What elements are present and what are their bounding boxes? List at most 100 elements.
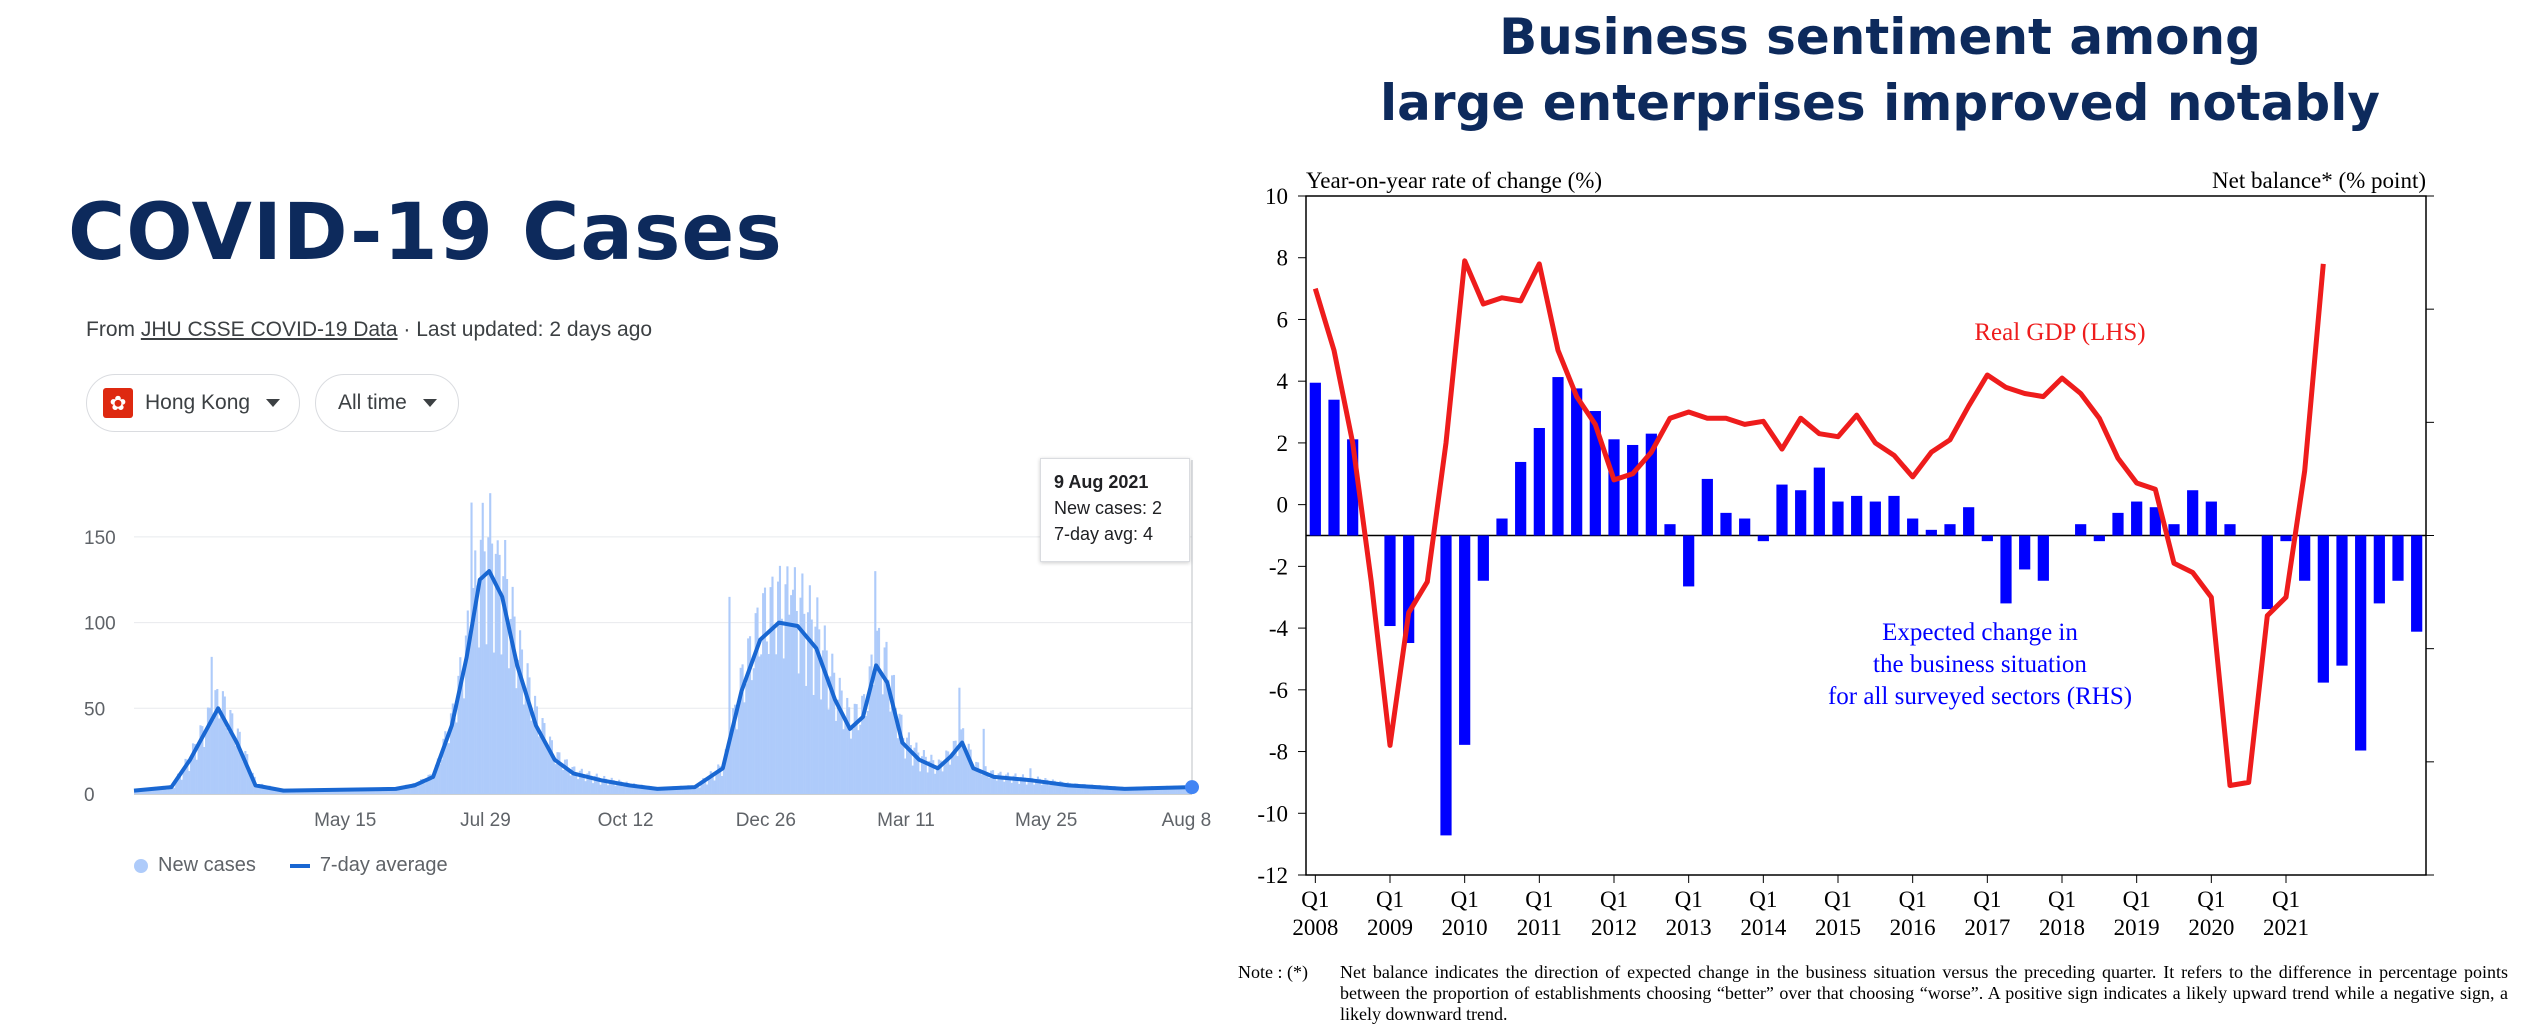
new-cases-bar	[606, 785, 610, 794]
new-cases-bar	[1130, 787, 1133, 794]
new-cases-bar	[188, 770, 191, 794]
sentiment-bar	[1571, 388, 1583, 536]
new-cases-bar	[438, 764, 441, 794]
new-cases-bar	[391, 788, 395, 794]
new-cases-bar	[582, 774, 585, 794]
new-cases-bar	[750, 680, 753, 794]
new-cases-bar	[1180, 785, 1183, 794]
new-cases-bar	[522, 704, 525, 794]
sentiment-bar	[2187, 490, 2199, 536]
new-cases-bar	[248, 767, 251, 794]
new-cases-bar	[464, 635, 467, 794]
quarter-label: Q1	[2197, 887, 2225, 912]
new-cases-bar	[399, 787, 402, 794]
new-cases-bar	[434, 764, 438, 794]
new-cases-bar	[519, 630, 522, 794]
new-cases-bar	[877, 627, 881, 794]
left-tick-label: -6	[1269, 678, 1288, 703]
sentiment-bar	[2299, 535, 2311, 581]
new-cases-bar	[1169, 788, 1172, 794]
new-cases-bar	[937, 759, 940, 794]
new-cases-bar	[737, 705, 740, 794]
new-cases-bar	[210, 656, 213, 794]
sentiment-bar	[2411, 535, 2423, 632]
new-cases-bar	[535, 706, 539, 794]
new-cases-bar	[1066, 782, 1069, 794]
new-cases-bar	[640, 784, 643, 794]
new-cases-bar	[799, 597, 802, 794]
sentiment-bar	[1459, 535, 1471, 745]
new-cases-bar	[1020, 776, 1023, 794]
hover-point	[1185, 780, 1199, 795]
new-cases-bar	[1016, 777, 1019, 794]
new-cases-bar	[270, 787, 273, 794]
new-cases-bar	[969, 749, 972, 794]
new-cases-bar	[810, 619, 813, 794]
covid-title: COVID-19 Cases	[68, 188, 783, 278]
new-cases-bar	[1083, 783, 1086, 794]
new-cases-bar	[326, 790, 329, 794]
y-tick-label: 0	[84, 785, 95, 806]
new-cases-bar	[238, 731, 241, 794]
sentiment-bar	[1981, 535, 1993, 542]
new-cases-bar	[1027, 778, 1030, 794]
quarter-label: Q1	[1824, 887, 1852, 912]
new-cases-bar	[780, 618, 783, 794]
quarter-label: Q1	[1899, 887, 1927, 912]
new-cases-bar	[911, 765, 914, 794]
new-cases-bar	[709, 771, 712, 794]
source-link[interactable]: JHU CSSE COVID-19 Data	[140, 318, 398, 341]
new-cases-bar	[524, 688, 527, 794]
sentiment-bar	[1328, 399, 1340, 536]
new-cases-bar	[279, 791, 282, 794]
new-cases-bar	[997, 773, 1000, 794]
sentiment-bar	[2261, 535, 2273, 610]
new-cases-bar	[909, 745, 912, 794]
new-cases-bar	[429, 774, 432, 794]
new-cases-bar	[474, 550, 477, 794]
quarter-label: Q1	[2123, 887, 2151, 912]
left-tick-label: -2	[1269, 554, 1288, 579]
new-cases-bar	[526, 663, 529, 794]
new-cases-bar	[451, 703, 454, 794]
new-cases-bar	[973, 770, 976, 794]
new-cases-bar	[515, 688, 518, 794]
note-text: Net balance indicates the direction of e…	[1340, 962, 2508, 1024]
chevron-down-icon	[266, 399, 281, 407]
sentiment-bar	[1533, 427, 1545, 536]
new-cases-bar	[670, 786, 673, 794]
sentiment-bar	[2037, 535, 2049, 581]
new-cases-bar	[881, 694, 884, 794]
new-cases-bar	[530, 720, 533, 794]
new-cases-bar	[782, 658, 785, 794]
new-cases-bar	[984, 766, 987, 794]
new-cases-bar	[791, 589, 795, 794]
new-cases-bar	[844, 717, 847, 794]
new-cases-bar	[814, 626, 817, 794]
chart-tooltip: 9 Aug 2021 New cases: 2 7-day avg: 4	[1040, 458, 1190, 562]
new-cases-bar	[599, 784, 602, 794]
new-cases-bar	[638, 786, 641, 794]
range-dropdown[interactable]: All time	[315, 374, 459, 432]
range-dropdown-label: All time	[338, 391, 407, 414]
new-cases-bar	[1008, 776, 1011, 794]
location-dropdown[interactable]: ✿ Hong Kong	[86, 374, 300, 432]
new-cases-bar	[883, 647, 886, 794]
new-cases-bar	[677, 786, 681, 794]
new-cases-bar	[806, 612, 810, 794]
new-cases-bar	[143, 790, 146, 794]
new-cases-bar	[900, 714, 903, 794]
new-cases-bar	[803, 613, 806, 794]
new-cases-bar	[1079, 786, 1082, 794]
legend-average[interactable]: 7-day average	[319, 854, 448, 876]
new-cases-bar	[354, 789, 357, 794]
new-cases-bar	[790, 595, 793, 794]
sentiment-bar	[2112, 512, 2124, 536]
covid-chart[interactable]: 0 50 100 150 May 15 Jul 29 Oct 12 Dec 26 Mar 11 M…	[60, 440, 1240, 840]
new-cases-bar	[246, 754, 249, 794]
new-cases-bar	[872, 684, 875, 794]
new-cases-bar	[334, 790, 337, 794]
new-cases-bar	[694, 784, 697, 794]
legend-new-cases[interactable]: New cases	[158, 854, 256, 876]
new-cases-bar	[605, 778, 608, 794]
